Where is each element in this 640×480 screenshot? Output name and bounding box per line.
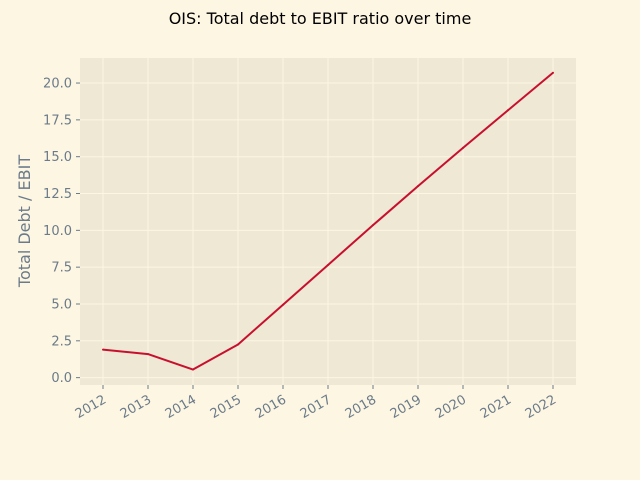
x-tick-label: 2018 (343, 392, 379, 422)
x-tick-label: 2017 (298, 392, 334, 422)
x-tick-label: 2022 (523, 392, 559, 422)
data-point (237, 343, 239, 346)
y-tick-label: 17.5 (43, 113, 72, 128)
x-tick-label: 2016 (253, 392, 289, 422)
y-tick-label: 5.0 (51, 297, 72, 312)
y-tick-label: 0.0 (51, 371, 72, 386)
data-point (507, 109, 509, 112)
data-point (147, 353, 149, 356)
y-axis: 0.0 2.5 5.0 7.5 10.0 12.5 15.0 17.5 20.0 (43, 77, 80, 386)
data-point (417, 185, 419, 188)
y-tick-label: 15.0 (43, 150, 72, 165)
y-tick-label: 20.0 (43, 77, 72, 92)
x-axis: 2012 2013 2014 2015 2016 2017 2018 2019 2020 2021… (73, 385, 559, 422)
data-point (102, 348, 104, 351)
y-tick-label: 7.5 (51, 261, 72, 276)
data-point (552, 71, 554, 74)
x-tick-label: 2019 (388, 392, 424, 422)
grid-lines (80, 58, 576, 385)
data-point (372, 224, 374, 227)
x-tick-label: 2015 (208, 392, 244, 422)
y-tick-label: 12.5 (43, 187, 72, 202)
y-tick-label: 2.5 (51, 334, 72, 349)
x-tick-label: 2021 (478, 392, 514, 422)
x-tick-label: 2013 (118, 392, 154, 422)
x-tick-label: 2020 (433, 392, 469, 422)
x-tick-label: 2014 (163, 392, 199, 422)
data-point (282, 303, 284, 306)
y-tick-label: 10.0 (43, 224, 72, 239)
x-tick-label: 2012 (73, 392, 109, 422)
data-point (462, 146, 464, 149)
y-axis-label: Total Debt / EBIT (15, 155, 34, 288)
data-point (327, 263, 329, 266)
series-layer (102, 71, 554, 371)
chart-title: OIS: Total debt to EBIT ratio over time (169, 9, 472, 28)
data-point (192, 368, 194, 371)
